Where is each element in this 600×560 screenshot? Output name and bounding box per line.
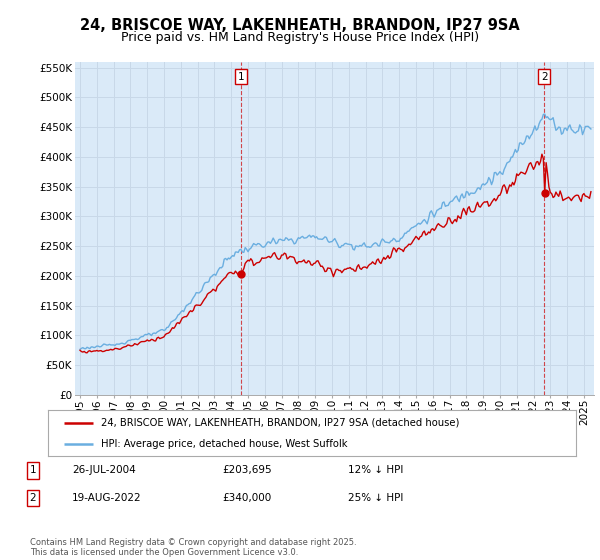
Text: Contains HM Land Registry data © Crown copyright and database right 2025.
This d: Contains HM Land Registry data © Crown c…	[30, 538, 356, 557]
Text: 19-AUG-2022: 19-AUG-2022	[72, 493, 142, 503]
Text: 2: 2	[29, 493, 37, 503]
Text: HPI: Average price, detached house, West Suffolk: HPI: Average price, detached house, West…	[101, 439, 347, 449]
Text: 12% ↓ HPI: 12% ↓ HPI	[348, 465, 403, 475]
Text: Price paid vs. HM Land Registry's House Price Index (HPI): Price paid vs. HM Land Registry's House …	[121, 31, 479, 44]
Text: 25% ↓ HPI: 25% ↓ HPI	[348, 493, 403, 503]
Text: 24, BRISCOE WAY, LAKENHEATH, BRANDON, IP27 9SA: 24, BRISCOE WAY, LAKENHEATH, BRANDON, IP…	[80, 18, 520, 33]
Text: £340,000: £340,000	[222, 493, 271, 503]
Text: 1: 1	[29, 465, 37, 475]
Text: 1: 1	[238, 72, 244, 82]
Text: 24, BRISCOE WAY, LAKENHEATH, BRANDON, IP27 9SA (detached house): 24, BRISCOE WAY, LAKENHEATH, BRANDON, IP…	[101, 418, 459, 428]
Text: 26-JUL-2004: 26-JUL-2004	[72, 465, 136, 475]
Text: £203,695: £203,695	[222, 465, 272, 475]
Text: 2: 2	[541, 72, 547, 82]
